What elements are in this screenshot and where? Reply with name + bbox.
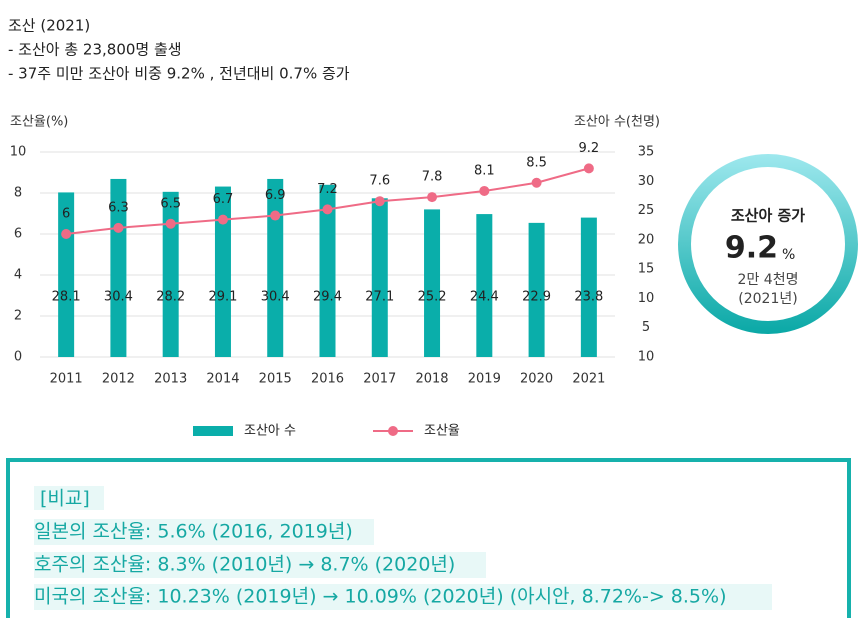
line-point (583, 163, 594, 174)
x-tick-label: 2018 (415, 372, 448, 387)
comparison-line: 호주의 조산율: 8.3% (2010년) → 8.7% (2020년) (34, 554, 455, 576)
bar-value-label: 29.1 (208, 290, 237, 305)
comparison-line: 일본의 조산율: 5.6% (2016, 2019년) (34, 521, 353, 543)
y-tick-label: 4 (14, 268, 22, 283)
x-tick-label: 2014 (206, 372, 239, 387)
highlight (34, 584, 772, 610)
y2-axis-label: 조산아 수(천명) (574, 115, 660, 130)
bar-value-label: 28.2 (156, 290, 185, 305)
x-tick-label: 2012 (102, 372, 135, 387)
bar-value-label: 27.1 (365, 290, 394, 305)
badge-line: (2021년) (738, 291, 797, 307)
x-tick-label: 2021 (572, 372, 605, 387)
line-value-label: 6.3 (108, 200, 129, 215)
comparison-line: 미국의 조산율: 10.23% (2019년) → 10.09% (2020년)… (34, 586, 726, 608)
header-title: 조산 (2021) (8, 17, 90, 35)
bar (110, 178, 127, 357)
comparison-box (6, 458, 851, 618)
highlight (34, 486, 104, 510)
y-axis-label: 조산율(%) (10, 115, 68, 130)
bar (214, 186, 231, 357)
line-point (270, 210, 281, 221)
y2-tick-label: 35 (638, 145, 655, 160)
header-line: - 37주 미만 조산아 비중 9.2% , 전년대비 0.7% 증가 (8, 65, 350, 83)
line-value-label: 8.1 (474, 163, 495, 178)
bar-value-label: 29.4 (313, 290, 342, 305)
badge-value: 9.2 (725, 231, 778, 266)
badge-title: 조산아 증가 (731, 207, 805, 225)
badge-inner (691, 167, 845, 321)
comparison-title: [비교] (40, 488, 90, 510)
bar (267, 178, 284, 357)
y2-tick-label: 5 (642, 320, 650, 335)
bar (528, 222, 545, 357)
y-tick-label: 0 (14, 350, 22, 365)
bar-value-label: 28.1 (52, 290, 81, 305)
y-tick-label: 6 (14, 227, 22, 242)
y2-tick-label: 10 (638, 350, 655, 365)
highlight (34, 519, 374, 545)
y2-tick-label: 10 (638, 291, 655, 306)
line-value-label: 9.2 (579, 141, 600, 156)
x-tick-label: 2019 (468, 372, 501, 387)
bar-value-label: 22.9 (522, 290, 551, 305)
line-value-label: 8.5 (526, 155, 547, 170)
y-tick-label: 10 (10, 145, 27, 160)
line-value-label: 6.5 (160, 196, 181, 211)
bar (162, 191, 179, 357)
line-point (113, 222, 124, 233)
y2-tick-label: 30 (638, 174, 655, 189)
header-line: - 조산아 총 23,800명 출생 (8, 41, 182, 59)
x-tick-label: 2011 (50, 372, 83, 387)
line-value-label: 6.7 (213, 192, 234, 207)
line-point (322, 204, 333, 215)
line-point (531, 177, 542, 188)
line-point (374, 196, 385, 207)
line-point (479, 185, 490, 196)
x-tick-label: 2020 (520, 372, 553, 387)
line-value-label: 7.8 (422, 170, 443, 185)
bar-value-label: 30.4 (261, 290, 290, 305)
y-tick-label: 8 (14, 186, 22, 201)
legend-swatch (388, 426, 398, 436)
legend-swatch (193, 426, 233, 436)
x-tick-label: 2017 (363, 372, 396, 387)
legend-label: 조산아 수 (244, 424, 296, 439)
line-value-label: 6 (62, 207, 70, 222)
y2-tick-label: 20 (638, 232, 655, 247)
line-point (61, 229, 72, 239)
x-tick-label: 2016 (311, 372, 344, 387)
line-point (165, 218, 176, 229)
bar (371, 198, 388, 357)
bar (476, 214, 493, 357)
bar-value-label: 23.8 (574, 290, 603, 305)
bar (580, 217, 597, 357)
y-tick-label: 2 (14, 309, 22, 324)
y2-tick-label: 15 (638, 262, 655, 277)
x-tick-label: 2013 (154, 372, 187, 387)
badge-unit: % (782, 247, 795, 263)
x-tick-label: 2015 (259, 372, 292, 387)
badge-line: 2만 4천명 (738, 272, 799, 288)
y2-tick-label: 25 (638, 203, 655, 218)
line-value-label: 6.9 (265, 188, 286, 203)
bar (319, 184, 336, 357)
legend-label: 조산율 (424, 424, 460, 439)
bar (424, 209, 441, 357)
highlight (34, 552, 486, 578)
line-point (217, 214, 228, 225)
line-point (427, 192, 438, 203)
bar-value-label: 24.4 (470, 290, 499, 305)
line-value-label: 7.6 (369, 174, 390, 189)
line-value-label: 7.2 (317, 182, 338, 197)
bar-value-label: 30.4 (104, 290, 133, 305)
bar-value-label: 25.2 (418, 290, 447, 305)
